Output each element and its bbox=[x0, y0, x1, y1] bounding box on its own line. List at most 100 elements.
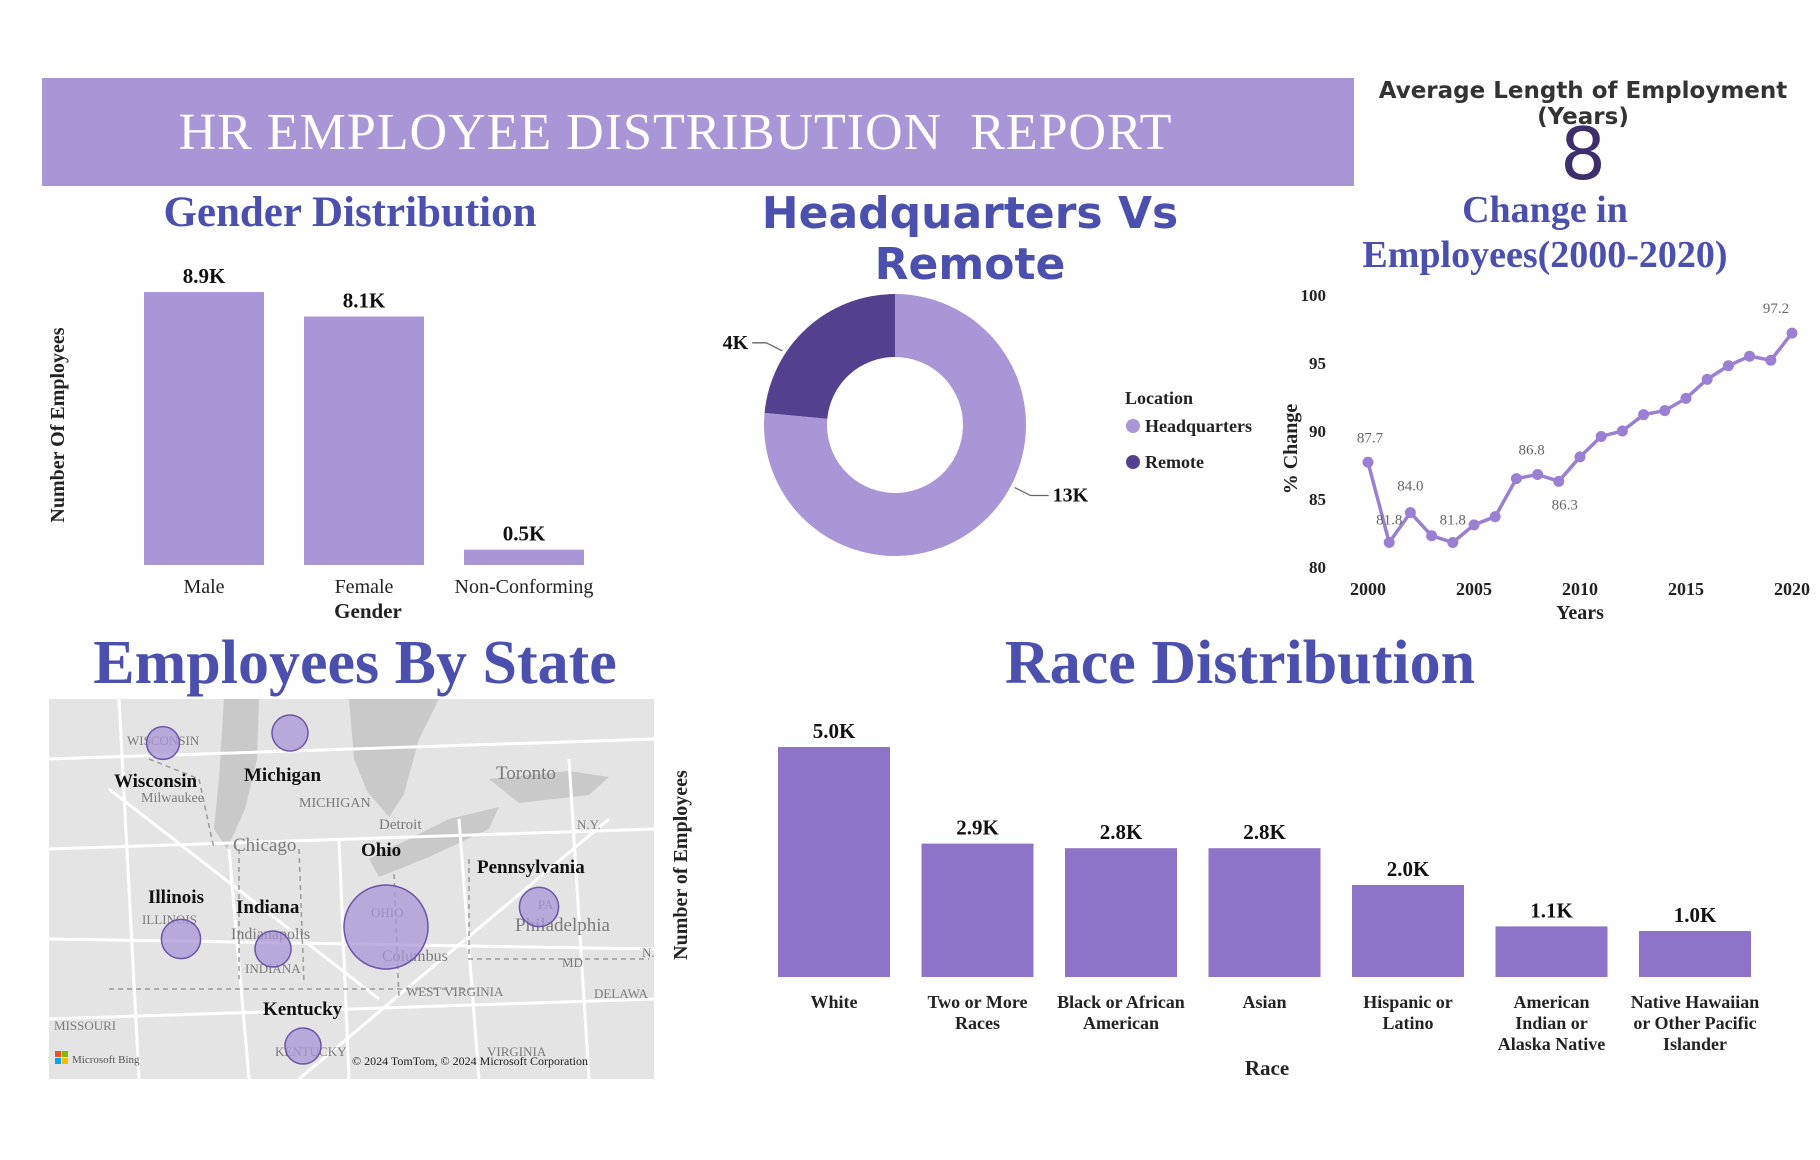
line-point bbox=[1701, 373, 1713, 385]
map-place-label: MISSOURI bbox=[54, 1018, 116, 1033]
race-y-axis-title: Number of Employees bbox=[670, 770, 692, 960]
map-place-label: WEST VIRGINIA bbox=[406, 984, 504, 999]
line-point bbox=[1659, 405, 1671, 417]
state-bubble-ohio bbox=[343, 884, 429, 970]
race-data-label: 2.0K bbox=[1387, 857, 1430, 881]
race-tick-label: Asian bbox=[1242, 992, 1286, 1012]
line-point bbox=[1426, 530, 1438, 542]
map-road bbox=[227, 848, 251, 1079]
line-point bbox=[1383, 537, 1395, 549]
state-map[interactable]: WISCONSINMilwaukeeMICHIGANTorontoDetroit… bbox=[49, 699, 654, 1079]
map-place-label: Detroit bbox=[379, 817, 422, 833]
change-title-line-1: Change in bbox=[1462, 189, 1628, 231]
gender-bar bbox=[464, 549, 584, 565]
line-y-tick-label: 85 bbox=[1309, 490, 1326, 509]
location-chart-title: Headquarters Vs Remote bbox=[761, 188, 1179, 290]
state-label-kentucky: Kentucky bbox=[263, 999, 343, 1020]
kpi-value: 8 bbox=[1560, 112, 1606, 196]
line-data-label: 86.8 bbox=[1518, 443, 1544, 459]
map-copyright: © 2024 TomTom, © 2024 Microsoft Corporat… bbox=[352, 1054, 588, 1068]
gender-bar bbox=[304, 316, 424, 565]
donut-legend-label: Remote bbox=[1145, 452, 1204, 472]
gender-data-label: 8.1K bbox=[343, 289, 386, 313]
title-banner bbox=[42, 78, 1354, 186]
map-state-border bbox=[468, 859, 649, 960]
donut-data-label: 4K bbox=[723, 332, 749, 354]
line-data-label: 81.8 bbox=[1440, 513, 1466, 529]
state-label-ohio: Ohio bbox=[361, 840, 401, 861]
bing-logo-icon bbox=[55, 1058, 61, 1064]
line-point bbox=[1447, 537, 1459, 549]
race-data-label: 5.0K bbox=[813, 719, 856, 743]
race-bar-chart: 5.0K White 2.9K Two or More Races 2.8K Black o… bbox=[670, 719, 1760, 1080]
line-point bbox=[1786, 327, 1798, 339]
state-label-indiana: Indiana bbox=[236, 897, 300, 918]
donut-leader-line bbox=[1014, 486, 1049, 497]
map-place-label: INDIANA bbox=[245, 961, 301, 976]
line-point bbox=[1404, 507, 1416, 519]
line-point bbox=[1489, 511, 1501, 523]
bing-logo-icon bbox=[62, 1051, 68, 1057]
race-bar bbox=[1495, 926, 1608, 977]
line-point bbox=[1553, 475, 1565, 487]
map-state-border bbox=[298, 848, 305, 985]
change-chart-title: Change in Employees(2000-2020) bbox=[1335, 188, 1755, 278]
race-tick-line: Native Hawaiian bbox=[1631, 992, 1760, 1012]
race-tick-label: Two or More Races bbox=[928, 992, 1028, 1033]
line-point bbox=[1532, 469, 1544, 481]
line-x-axis-title: Years bbox=[1556, 602, 1604, 624]
race-tick-label: Native Hawaiian or Other Pacific Islander bbox=[1631, 992, 1760, 1054]
race-data-label: 2.9K bbox=[956, 816, 999, 840]
state-bubble-wisconsin bbox=[145, 725, 181, 761]
state-label-wisconsin: Wisconsin bbox=[114, 771, 198, 792]
gender-x-axis-title: Gender bbox=[334, 599, 402, 623]
lake-erie bbox=[369, 807, 499, 877]
race-tick-label: Black or African American bbox=[1057, 992, 1185, 1033]
race-data-label: 2.8K bbox=[1243, 820, 1286, 844]
map-road bbox=[298, 817, 610, 1079]
lake-ontario bbox=[489, 771, 609, 803]
line-data-label: 87.7 bbox=[1357, 430, 1384, 446]
map-place-label: Toronto bbox=[496, 763, 556, 784]
line-data-label: 86.3 bbox=[1552, 497, 1578, 513]
line-point bbox=[1744, 350, 1756, 362]
race-tick-line: White bbox=[811, 992, 858, 1012]
donut-legend-swatch bbox=[1126, 455, 1140, 469]
gender-chart-title: Gender Distribution bbox=[163, 189, 537, 236]
gender-data-label: 8.9K bbox=[183, 264, 226, 288]
map-road bbox=[117, 699, 141, 1079]
map-canvas[interactable]: WISCONSINMilwaukeeMICHIGANTorontoDetroit… bbox=[49, 699, 654, 1079]
line-x-tick-label: 2000 bbox=[1350, 579, 1386, 599]
line-y-tick-label: 80 bbox=[1309, 558, 1326, 577]
state-bubble-michigan bbox=[271, 714, 309, 752]
race-data-label: 2.8K bbox=[1100, 820, 1143, 844]
race-tick-line: American bbox=[1514, 992, 1590, 1012]
change-title-line-2: Employees(2000-2020) bbox=[1362, 234, 1728, 276]
donut-data-label: 13K bbox=[1053, 485, 1089, 507]
line-x-tick-label: 2005 bbox=[1456, 579, 1492, 599]
line-data-label: 81.8 bbox=[1376, 513, 1402, 529]
map-place-label: Chicago bbox=[233, 835, 296, 856]
line-y-tick-label: 100 bbox=[1301, 286, 1327, 305]
race-tick-line: or Other Pacific bbox=[1633, 1013, 1756, 1033]
race-tick-line: Latino bbox=[1382, 1013, 1433, 1033]
kpi-label: Average Length of Employment (Years) bbox=[1378, 78, 1788, 130]
line-point bbox=[1722, 360, 1734, 372]
change-line-chart: 80 85 90 95 100 2000 2005 2010 2015 2020 Years % Ch… bbox=[1280, 286, 1810, 624]
donut-legend-swatch bbox=[1126, 419, 1140, 433]
race-tick-line: Hispanic or bbox=[1363, 992, 1453, 1012]
donut-legend-title: Location bbox=[1125, 388, 1193, 408]
state-map-title: Employees By State bbox=[93, 629, 617, 697]
race-tick-label: White bbox=[811, 992, 858, 1012]
race-bar bbox=[1208, 848, 1321, 977]
donut-leader-line bbox=[752, 342, 783, 352]
race-tick-line: Races bbox=[955, 1013, 1000, 1033]
map-state-border bbox=[148, 758, 215, 850]
map-road bbox=[49, 827, 654, 851]
donut-legend-label: Headquarters bbox=[1145, 416, 1252, 436]
line-point bbox=[1638, 409, 1650, 421]
line-point bbox=[1362, 456, 1374, 468]
race-bar bbox=[778, 747, 890, 977]
location-donut-chart: 13K 4K Location Headquarters Remote bbox=[723, 294, 1252, 556]
map-place-label: DELAWA bbox=[594, 986, 648, 1001]
